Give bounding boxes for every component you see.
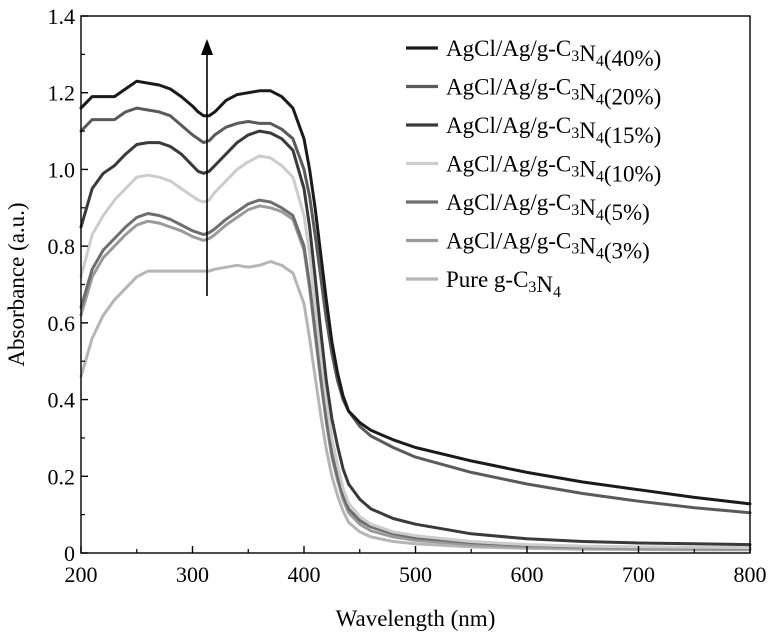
y-tick-label: 0.6 xyxy=(48,311,76,336)
y-tick-label: 0.2 xyxy=(48,464,76,489)
trend-arrow xyxy=(200,39,213,297)
legend-label: AgCl/Ag/g-C3N4(40%) xyxy=(446,36,661,71)
series-line-2 xyxy=(79,106,752,515)
legend-label: AgCl/Ag/g-C3N4(10%) xyxy=(446,152,661,187)
series-line-7 xyxy=(79,260,752,552)
x-tick-label: 300 xyxy=(176,562,209,587)
x-tick-label: 600 xyxy=(511,562,544,587)
x-tick-label: 800 xyxy=(734,562,767,587)
axis-ticks: 200 300 400 500 600 700 800 0 0.2 0.4 0.6 0.8 1.0 1.2… xyxy=(48,4,767,587)
series-line-5 xyxy=(79,198,752,550)
y-axis-title: Absorbance (a.u.) xyxy=(4,202,29,366)
x-tick-label: 200 xyxy=(65,562,98,587)
legend-label: AgCl/Ag/g-C3N4(20%) xyxy=(446,75,661,110)
series-line-1 xyxy=(79,79,752,506)
x-axis-title: Wavelength (nm) xyxy=(336,606,496,631)
y-tick-label: 0 xyxy=(64,541,75,566)
legend-label: AgCl/Ag/g-C3N4(3%) xyxy=(446,229,650,264)
y-tick-label: 0.4 xyxy=(48,388,76,413)
legend-label: AgCl/Ag/g-C3N4(15%) xyxy=(446,113,661,148)
series-line-6 xyxy=(79,204,752,551)
legend-label: Pure g-C3N4 xyxy=(446,267,561,301)
x-tick-label: 700 xyxy=(622,562,655,587)
y-tick-label: 1.2 xyxy=(48,81,76,106)
series-line-4 xyxy=(79,154,752,550)
y-tick-label: 0.8 xyxy=(48,234,76,259)
y-tick-label: 1.4 xyxy=(48,4,76,29)
series-layer xyxy=(79,79,752,552)
x-tick-label: 400 xyxy=(288,562,321,587)
legend-label: AgCl/Ag/g-C3N4(5%) xyxy=(446,190,650,225)
arrow-head xyxy=(200,39,213,56)
legend: AgCl/Ag/g-C3N4(40%)AgCl/Ag/g-C3N4(20%)Ag… xyxy=(406,36,661,301)
y-tick-label: 1.0 xyxy=(48,157,76,182)
series-line-3 xyxy=(79,129,752,547)
x-tick-label: 500 xyxy=(399,562,432,587)
